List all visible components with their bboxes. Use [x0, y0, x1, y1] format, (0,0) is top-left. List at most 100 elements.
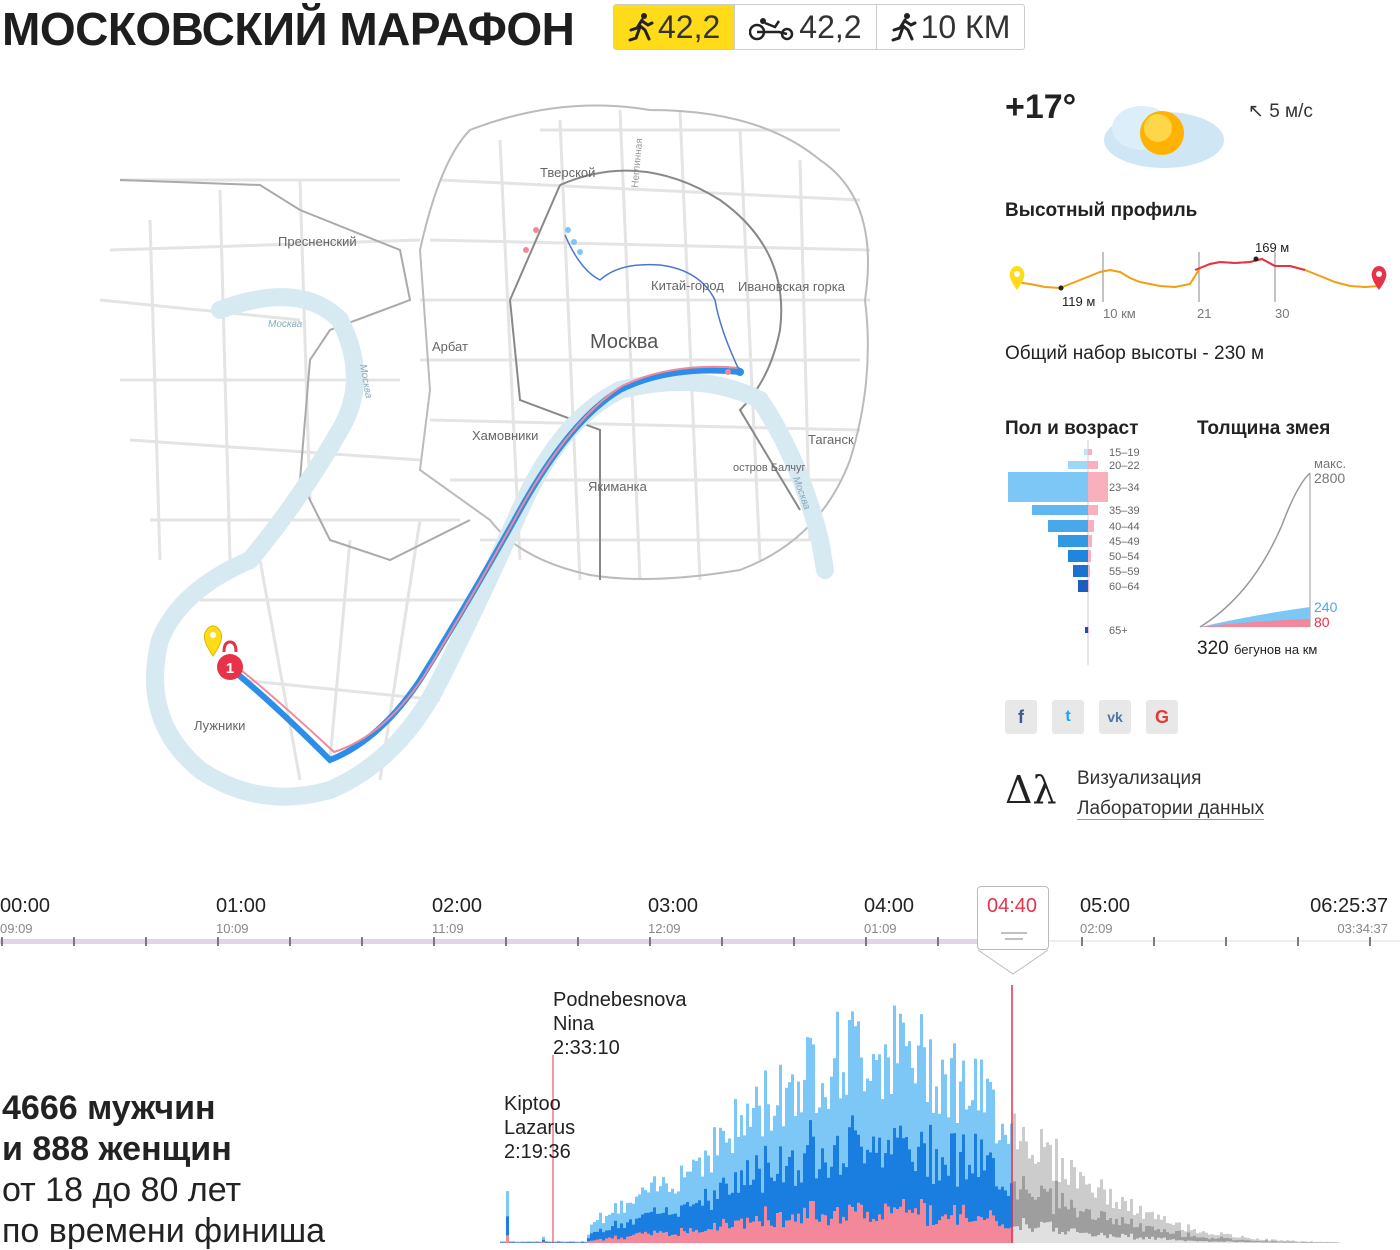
tab-marathon-handbike[interactable]: 42,2 — [734, 5, 875, 49]
histogram-bar-dark — [833, 1145, 836, 1243]
histogram-bar-women — [1232, 1241, 1235, 1243]
km-label: 30 — [1275, 306, 1289, 321]
histogram-bar-women — [902, 1199, 905, 1243]
histogram-bar-women — [917, 1214, 920, 1243]
histogram-bar-women — [794, 1221, 797, 1243]
histogram-bar-dark — [527, 1242, 530, 1243]
histogram-bar-dark — [962, 1134, 965, 1243]
timeline-tick-label: 00:00 — [0, 895, 51, 917]
histogram-bar-dark — [1124, 1223, 1127, 1243]
histogram-bar-dark — [980, 1139, 983, 1243]
route-loop — [564, 234, 741, 373]
course-map[interactable]: Тверской Пресненский Арбат Хамовники Кит… — [0, 80, 990, 820]
histogram-bar-dark — [758, 1168, 761, 1243]
histogram-bar-women — [1211, 1241, 1214, 1243]
histogram-bar — [1328, 1241, 1331, 1243]
histogram-bar-women — [884, 1203, 887, 1243]
district-labels: Тверской Пресненский Арбат Хамовники Кит… — [194, 165, 854, 733]
histogram-bar — [1181, 1229, 1184, 1243]
marker-number: 1 — [226, 660, 234, 677]
histogram-bar-dark — [554, 1242, 557, 1243]
time-slider[interactable]: 00:00 09:09 01:00 10:09 02:00 11:09 03:0… — [0, 880, 1400, 975]
histogram-bar-dark — [1055, 1180, 1058, 1243]
timeline-handle[interactable] — [977, 886, 1049, 975]
twitter-share-button[interactable]: t — [1052, 700, 1084, 734]
histogram-bar-dark — [1079, 1211, 1082, 1243]
histogram-bar-dark — [1172, 1233, 1175, 1243]
histogram-bar-dark — [1019, 1189, 1022, 1243]
lab-link[interactable]: Лаборатории данных — [1077, 798, 1265, 820]
histogram-bar-dark — [965, 1179, 968, 1243]
histogram-bar-women — [821, 1214, 824, 1243]
histogram-bar-dark — [710, 1209, 713, 1243]
histogram-bar-women — [1085, 1232, 1088, 1243]
garden-ring — [508, 169, 801, 580]
histogram-bar-dark — [1097, 1217, 1100, 1243]
vk-share-button[interactable]: vk — [1099, 700, 1131, 734]
histogram-bar — [728, 1138, 731, 1243]
snake-max-label: макс. — [1314, 456, 1346, 471]
histogram-bar — [1256, 1238, 1259, 1243]
histogram-bar-women — [1157, 1237, 1160, 1243]
histogram-bar-dark — [842, 1163, 845, 1243]
histogram-bar-dark — [1187, 1232, 1190, 1243]
histogram-bar-dark — [1280, 1241, 1283, 1243]
histogram-bar-women — [770, 1225, 773, 1243]
histogram-bar-dark — [824, 1162, 827, 1243]
tab-10km-run[interactable]: 10 КМ — [875, 5, 1025, 49]
pyramid-men-bar — [1048, 520, 1088, 532]
histogram-bar-women — [725, 1222, 728, 1243]
finish-pin-icon — [1371, 266, 1387, 290]
histogram-bar-dark — [533, 1242, 536, 1243]
histogram-bar — [737, 1136, 740, 1243]
histogram-bar — [1241, 1235, 1244, 1243]
histogram-bar-women — [977, 1216, 980, 1243]
histogram-bar-women — [1121, 1233, 1124, 1243]
pyramid-women-bar — [1088, 472, 1108, 502]
histogram-bar-dark — [611, 1226, 614, 1243]
histogram-bar-dark — [1220, 1236, 1223, 1243]
district-label: Хамовники — [472, 428, 538, 443]
histogram-bar-dark — [632, 1224, 635, 1243]
histogram-bar-women — [1037, 1227, 1040, 1243]
histogram-bar-dark — [1232, 1240, 1235, 1243]
histogram-bar-women — [923, 1203, 926, 1243]
histogram-bar — [794, 1116, 797, 1243]
histogram-bar-women — [1067, 1231, 1070, 1243]
timeline-tick-sub: 01:09 — [864, 921, 897, 936]
histogram-bar-women — [1265, 1242, 1268, 1243]
histogram-bar-women — [758, 1221, 761, 1243]
finish-marker-icon[interactable]: 1 — [217, 640, 243, 680]
tab-marathon-run[interactable]: 42,2 — [614, 5, 735, 49]
histogram-bar-dark — [854, 1130, 857, 1243]
histogram-bar-women — [629, 1236, 632, 1243]
district-label: Лужники — [194, 718, 245, 733]
histogram-bar-dark — [1169, 1233, 1172, 1243]
histogram-bar-dark — [743, 1185, 746, 1243]
histogram-bar — [680, 1165, 683, 1243]
histogram-bar-women — [671, 1234, 674, 1243]
facebook-share-button[interactable]: f — [1005, 700, 1037, 734]
histogram-bar-women — [863, 1218, 866, 1243]
histogram-bar-dark — [605, 1230, 608, 1243]
histogram-bar-dark — [569, 1242, 572, 1243]
histogram-bar-women — [590, 1240, 593, 1243]
histogram-bar — [797, 1081, 800, 1243]
histogram-bar-dark — [746, 1160, 749, 1243]
histogram-bar-dark — [1157, 1228, 1160, 1243]
timeline-end-sub: 03:34:37 — [1337, 921, 1388, 936]
histogram-bar-women — [1139, 1237, 1142, 1243]
histogram-bar-women — [791, 1214, 794, 1243]
histogram-bar — [608, 1214, 611, 1243]
histogram-bar-women — [881, 1219, 884, 1243]
histogram-bar-women — [1142, 1239, 1145, 1243]
histogram-bar-women — [1076, 1231, 1079, 1243]
start-pin-icon[interactable] — [203, 625, 223, 657]
histogram-bar-dark — [716, 1198, 719, 1243]
histogram-bar-dark — [614, 1220, 617, 1243]
google-share-button[interactable]: G — [1146, 700, 1178, 734]
histogram-bar-dark — [1103, 1211, 1106, 1243]
histogram-bar-women — [941, 1216, 944, 1243]
timeline-tick-label: 03:00 — [648, 895, 699, 917]
histogram-bar-women — [677, 1235, 680, 1243]
